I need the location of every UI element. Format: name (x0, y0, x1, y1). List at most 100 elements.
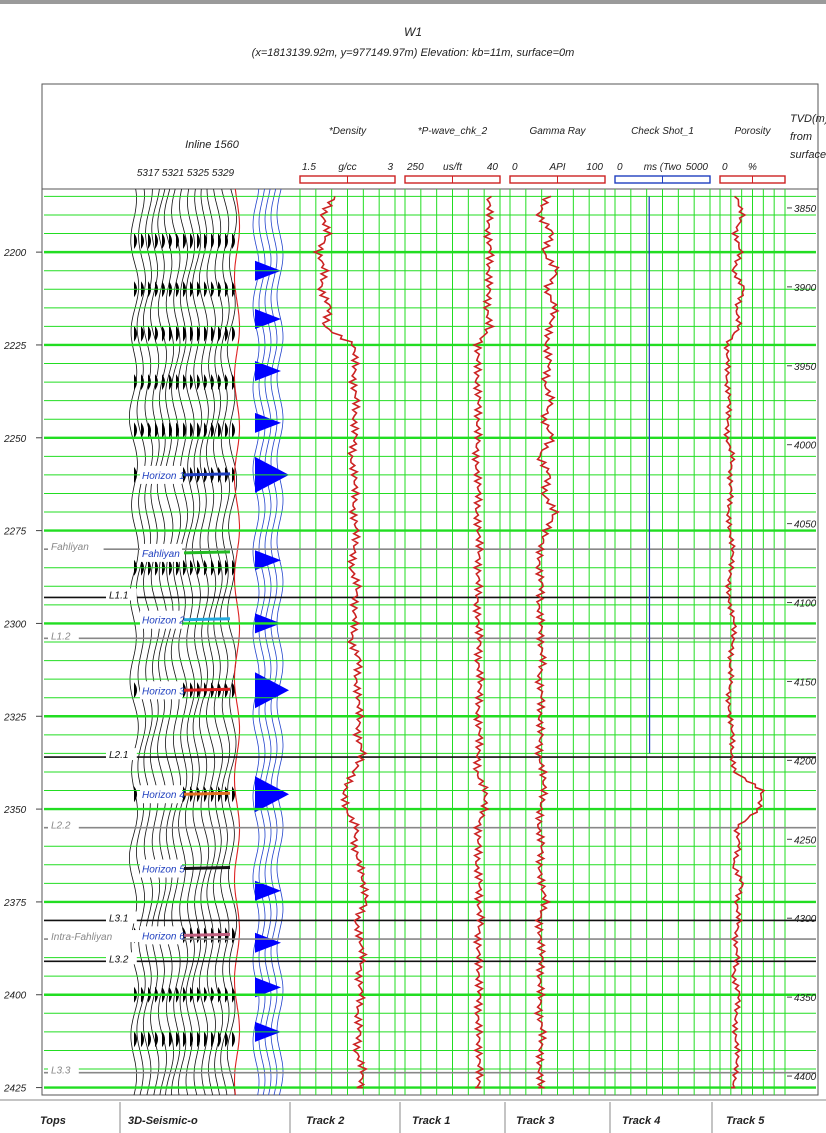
top-label: L2.2 (51, 821, 71, 832)
seismic-wavelet (211, 1031, 214, 1048)
seismic-wavelet (162, 325, 165, 342)
footer-label: 3D-Seismic-o (128, 1115, 198, 1127)
horizon-label: Fahliyan (142, 549, 180, 560)
horizon-label: Horizon 4 (142, 790, 185, 801)
horizon-markers: Horizon 1 Fahliyan Horizon 2 Horizon 3 Horiz… (140, 465, 231, 945)
top-label: L3.3 (51, 1066, 71, 1077)
horizon-marker (183, 932, 231, 937)
seismic-wavelet (232, 232, 235, 249)
seismic-wavelet (134, 232, 137, 249)
track-unit: g/cc (338, 162, 356, 173)
trace-label: 5317 (137, 168, 160, 179)
footer-label: Track 5 (726, 1115, 765, 1127)
top-label: L1.2 (51, 631, 71, 642)
seismic-wavelet (162, 1031, 165, 1048)
top-rule (0, 0, 826, 4)
horizon-label-bg (140, 859, 182, 878)
seismic-wavelet (225, 1031, 228, 1048)
seismic-wavelet (155, 232, 158, 249)
seismic-wavelet (176, 232, 179, 249)
grid (44, 189, 816, 1095)
seismic-wavelet (141, 232, 144, 249)
synthetic-wavelet (255, 550, 281, 571)
footer-label: Tops (40, 1115, 66, 1127)
right-axis-tick: 4300 (794, 914, 817, 925)
track-name: *P-wave_chk_2 (418, 126, 488, 137)
seismic-wavelet (204, 1031, 207, 1048)
horizon-label: Horizon 6 (142, 931, 185, 942)
seismic-wavelet (211, 325, 214, 342)
footer-label: Track 3 (516, 1115, 554, 1127)
seismic-wavelet (232, 422, 235, 439)
right-axis-tick: 3950 (794, 362, 817, 373)
left-axis-tick: 2325 (3, 712, 27, 723)
right-axis-tick: 4100 (794, 599, 817, 610)
horizon-label: Horizon 2 (142, 616, 185, 627)
top-label: L2.1 (109, 750, 128, 761)
seismic-wavelet (148, 422, 151, 439)
top-label-bg (48, 930, 141, 943)
track-max: 3 (387, 162, 393, 173)
seismic-wavelet (204, 422, 207, 439)
seismic-wavelet (162, 422, 165, 439)
seismic-wavelet (225, 422, 228, 439)
right-axis: 3850 3900 3950 4000 4050 4100 4150 4200 4250 4300… (787, 204, 817, 1083)
seismic-wavelet (211, 232, 214, 249)
seismic-wavelet (190, 325, 193, 342)
right-axis-tick: 4050 (794, 520, 817, 531)
seismic-wavelet (169, 232, 172, 249)
footer-label: Track 2 (306, 1115, 344, 1127)
seismic-wavelet (183, 422, 186, 439)
horizon-marker (183, 550, 231, 555)
curve-5 (723, 195, 766, 1089)
tvd-header-line3: surface (790, 149, 826, 161)
seismic-wavelet (176, 1031, 179, 1048)
track-unit: ms (Two (644, 162, 682, 173)
trace-label: 5325 (187, 168, 210, 179)
right-axis-tick: 4350 (794, 993, 817, 1004)
curve-2 (471, 195, 496, 1089)
left-axis-tick: 2375 (3, 898, 27, 909)
horizon-marker (183, 617, 231, 622)
seismic-wavelet (190, 232, 193, 249)
top-label: Fahliyan (51, 542, 89, 553)
horizon-marker (183, 472, 231, 477)
seismic-wavelet (190, 1031, 193, 1048)
seismic-wavelet (218, 1031, 221, 1048)
right-axis-tick: 3850 (794, 204, 817, 215)
well-location: (x=1813139.92m, y=977149.97m) Elevation:… (252, 47, 575, 59)
synthetic-wavelet (255, 672, 289, 709)
left-axis-tick: 2250 (3, 434, 27, 445)
seismic-wavelet (134, 682, 137, 699)
seismic-wavelet (197, 325, 200, 342)
seismic-wavelet (211, 422, 214, 439)
left-axis-tick: 2225 (3, 341, 27, 352)
seismic-wavelet (197, 422, 200, 439)
synthetic-wavelet (255, 932, 281, 953)
track-name: Gamma Ray (529, 126, 586, 137)
track-unit: % (748, 162, 757, 173)
horizon-marker (183, 791, 231, 796)
top-label: L1.1 (109, 590, 128, 601)
right-axis-tick: 4400 (794, 1072, 817, 1083)
seismic-wavelet (197, 232, 200, 249)
seismic-wavelet (134, 1031, 137, 1048)
horizon-label-bg (140, 681, 182, 700)
track-max: 40 (487, 162, 499, 173)
seismic-wavelet (197, 1031, 200, 1048)
seismic-wavelet (155, 325, 158, 342)
synthetic-wavelet (255, 412, 281, 433)
track-name: Check Shot_1 (631, 126, 694, 137)
track-min: 250 (406, 162, 424, 173)
seismic-wavelet (155, 422, 158, 439)
seismic-wavelet (225, 232, 228, 249)
horizon-label-bg (140, 543, 182, 562)
seismic-wavelet (169, 422, 172, 439)
left-axis-tick: 2350 (3, 805, 27, 816)
horizon-label: Horizon 5 (142, 865, 185, 876)
right-axis-tick: 4150 (794, 677, 817, 688)
top-label: L3.2 (109, 954, 129, 965)
seismic-wavelet (218, 422, 221, 439)
footer-label: Track 4 (622, 1115, 660, 1127)
seismic-wavelet (190, 422, 193, 439)
